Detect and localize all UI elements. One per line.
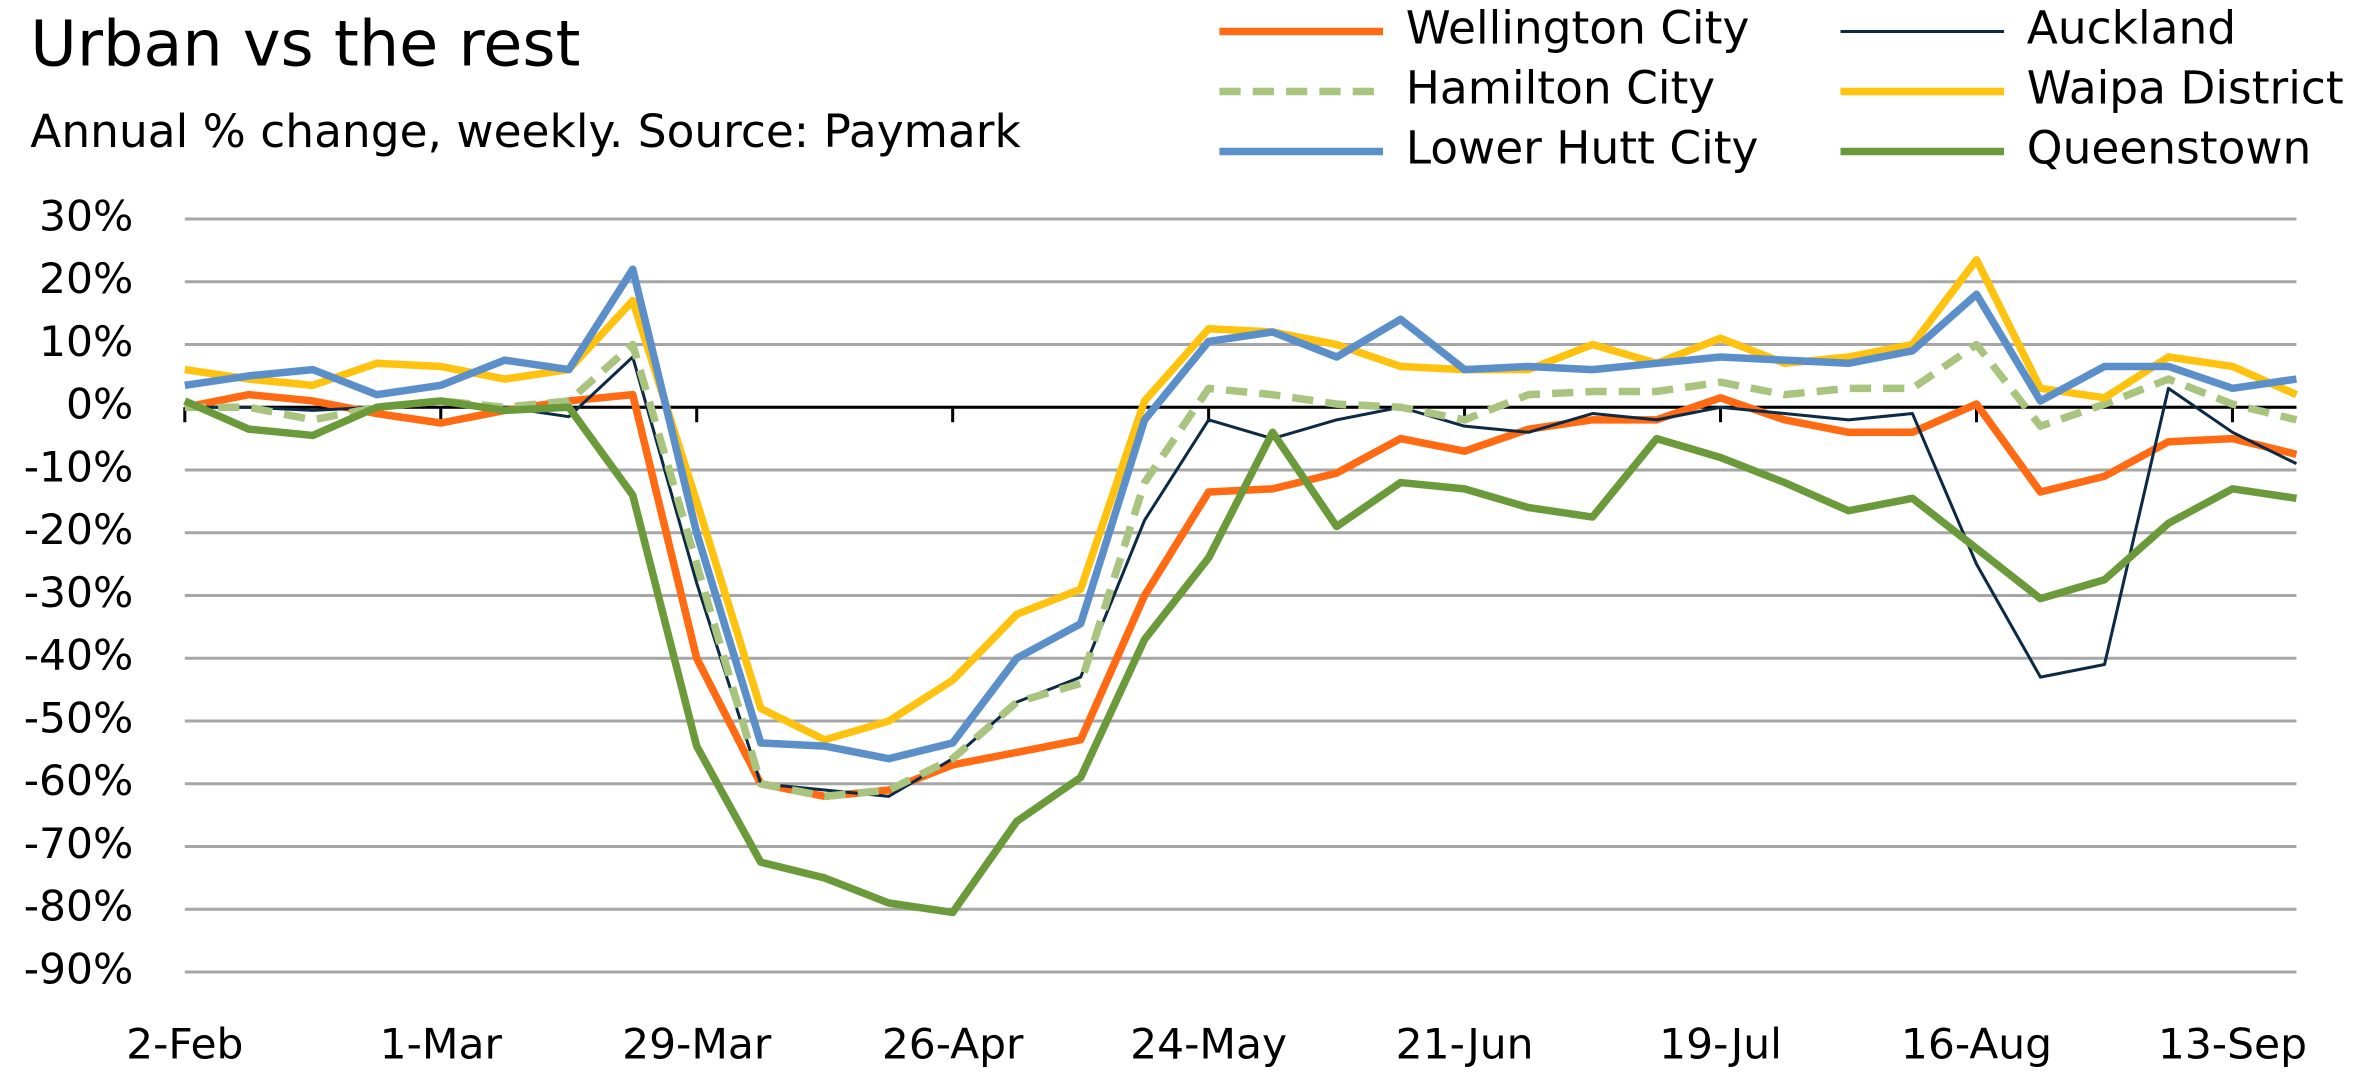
y-tick-label: -50% [24,694,134,743]
y-tick-label: 10% [39,317,133,366]
y-tick-label: -60% [24,756,134,805]
series-line [184,265,2297,763]
x-tick-label: 19-Jul [1659,1020,1782,1069]
x-tick-label: 26-Apr [882,1020,1024,1069]
x-tick-label: 13-Sep [2158,1020,2307,1069]
x-tick-label: 16-Aug [1901,1020,2052,1069]
y-tick-label: -20% [24,505,134,554]
series-line [183,397,2297,917]
chart-subtitle: Annual % change, weekly. Source: Paymark [30,105,1021,158]
legend-label: Queenstown [2027,122,2312,175]
series-line [184,340,2298,801]
x-tick-label: 29-Mar [622,1020,772,1069]
y-tick-label: -10% [24,443,134,492]
legend-label: Hamilton City [1406,62,1715,115]
y-tick-label: 20% [39,254,133,303]
x-tick-label: 2-Feb [126,1020,243,1069]
legend-label: Wellington City [1406,2,1750,55]
series-line [184,355,2298,798]
chart-title: Urban vs the rest [30,7,580,81]
x-tick-label: 1-Mar [380,1020,503,1069]
y-tick-label: -70% [24,819,134,868]
y-tick-label: 30% [39,192,133,241]
legend-label: Lower Hutt City [1406,122,1759,175]
x-tick-label: 24-May [1130,1020,1287,1069]
x-tick-label: 21-Jun [1396,1020,1534,1069]
y-tick-label: -80% [24,882,134,931]
y-tick-label: -30% [24,568,134,617]
y-tick-label: 0% [66,380,133,429]
legend-label: Waipa District [2027,62,2344,115]
y-tick-label: -90% [24,945,134,994]
y-tick-label: -40% [24,631,134,680]
series-line [184,256,2298,744]
legend-label: Auckland [2027,2,2236,55]
